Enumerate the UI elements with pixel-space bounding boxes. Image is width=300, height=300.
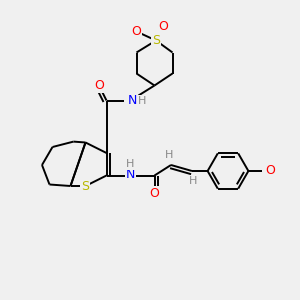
Text: S: S <box>82 179 89 193</box>
Text: H: H <box>165 150 174 161</box>
Text: O: O <box>159 20 168 34</box>
Text: H: H <box>126 159 135 169</box>
Text: H: H <box>137 95 146 106</box>
Text: O: O <box>150 187 159 200</box>
Text: S: S <box>152 34 160 47</box>
Text: N: N <box>127 94 137 107</box>
Text: O: O <box>94 79 104 92</box>
Text: O: O <box>132 25 141 38</box>
Text: N: N <box>126 167 135 181</box>
Text: O: O <box>266 164 275 178</box>
Text: H: H <box>189 176 198 186</box>
